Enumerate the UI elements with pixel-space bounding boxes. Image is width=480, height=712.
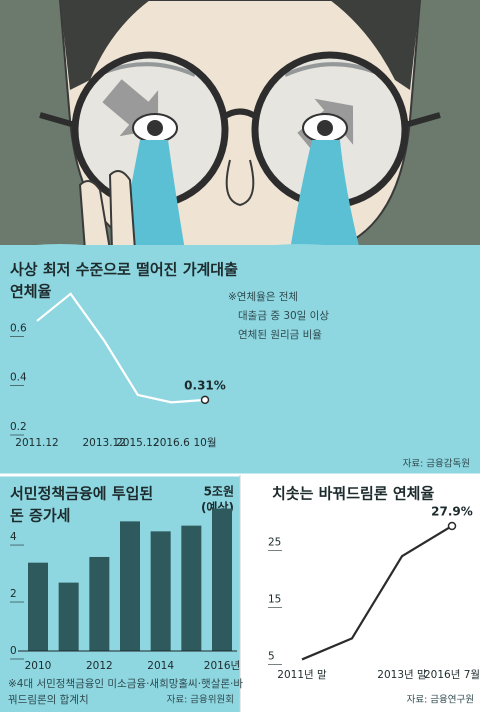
chart-title: 돈 증가세 bbox=[10, 507, 70, 525]
x-tick-label: 2015.12 bbox=[116, 437, 159, 449]
footnote: ※4대 서민정책금융인 미소금융·새희망홀씨·햇살론·바 bbox=[8, 677, 243, 690]
panel-3 bbox=[240, 475, 480, 712]
y-tick-label: 25 bbox=[268, 537, 281, 549]
x-tick-label: 2010 bbox=[25, 660, 52, 672]
y-tick-label: 5 bbox=[268, 651, 275, 663]
point bbox=[200, 395, 210, 405]
x-tick-label: 2013년 말 bbox=[377, 669, 427, 681]
bar bbox=[120, 521, 140, 651]
chart-title: 서민정책금융에 투입된 bbox=[10, 485, 153, 503]
chart-title: 사상 최저 수준으로 떨어진 가계대출 bbox=[10, 261, 238, 279]
x-tick-label: 2014 bbox=[147, 660, 174, 672]
x-tick-label: 2016년 7월 bbox=[424, 669, 480, 681]
y-tick-label: 2 bbox=[10, 588, 17, 600]
x-tick-label: 2016.6 bbox=[153, 437, 190, 449]
chart-title: 연체율 bbox=[10, 283, 52, 301]
y-tick-label: 4 bbox=[10, 531, 17, 543]
x-tick-label: 2011.12 bbox=[15, 437, 58, 449]
x-tick-label: 2016년 bbox=[204, 660, 240, 672]
source: 자료: 금융위원회 bbox=[167, 694, 234, 706]
y-tick-label: 0.6 bbox=[10, 322, 27, 334]
x-tick-label: 2012 bbox=[86, 660, 113, 672]
x-tick-label: 2013.12 bbox=[82, 437, 125, 449]
annotation: 5조원 bbox=[204, 485, 234, 499]
point bbox=[447, 521, 457, 531]
note: 연체된 원리금 비율 bbox=[238, 329, 322, 341]
panel-1 bbox=[0, 245, 480, 475]
note: 대출금 중 30일 이상 bbox=[238, 309, 329, 322]
y-tick-label: 15 bbox=[268, 594, 281, 606]
line bbox=[36, 292, 206, 404]
value-label: 0.31% bbox=[184, 378, 226, 392]
y-tick-label: 0.2 bbox=[10, 421, 27, 433]
bar bbox=[28, 562, 48, 651]
line bbox=[301, 525, 453, 661]
source: 자료: 금융감독원 bbox=[403, 458, 470, 470]
y-tick-label: 0.4 bbox=[10, 372, 27, 384]
x-tick-label: 2011년 말 bbox=[277, 669, 327, 681]
x-tick-label: 10월 bbox=[193, 437, 216, 449]
water bbox=[0, 244, 480, 256]
bar bbox=[150, 531, 171, 651]
footnote: 꿔드림론의 합계치 bbox=[8, 694, 89, 706]
bar bbox=[89, 556, 110, 651]
y-tick-label: 0 bbox=[10, 645, 17, 657]
bar bbox=[181, 525, 202, 651]
value-label: 27.9% bbox=[431, 504, 473, 518]
source: 자료: 금융연구원 bbox=[407, 695, 474, 706]
chart-title: 치솟는 바꿔드림론 연체율 bbox=[272, 485, 434, 503]
illustration bbox=[0, 0, 480, 251]
note: ※연체율은 전체 bbox=[228, 291, 298, 303]
bar bbox=[58, 582, 79, 651]
bar bbox=[212, 508, 232, 651]
